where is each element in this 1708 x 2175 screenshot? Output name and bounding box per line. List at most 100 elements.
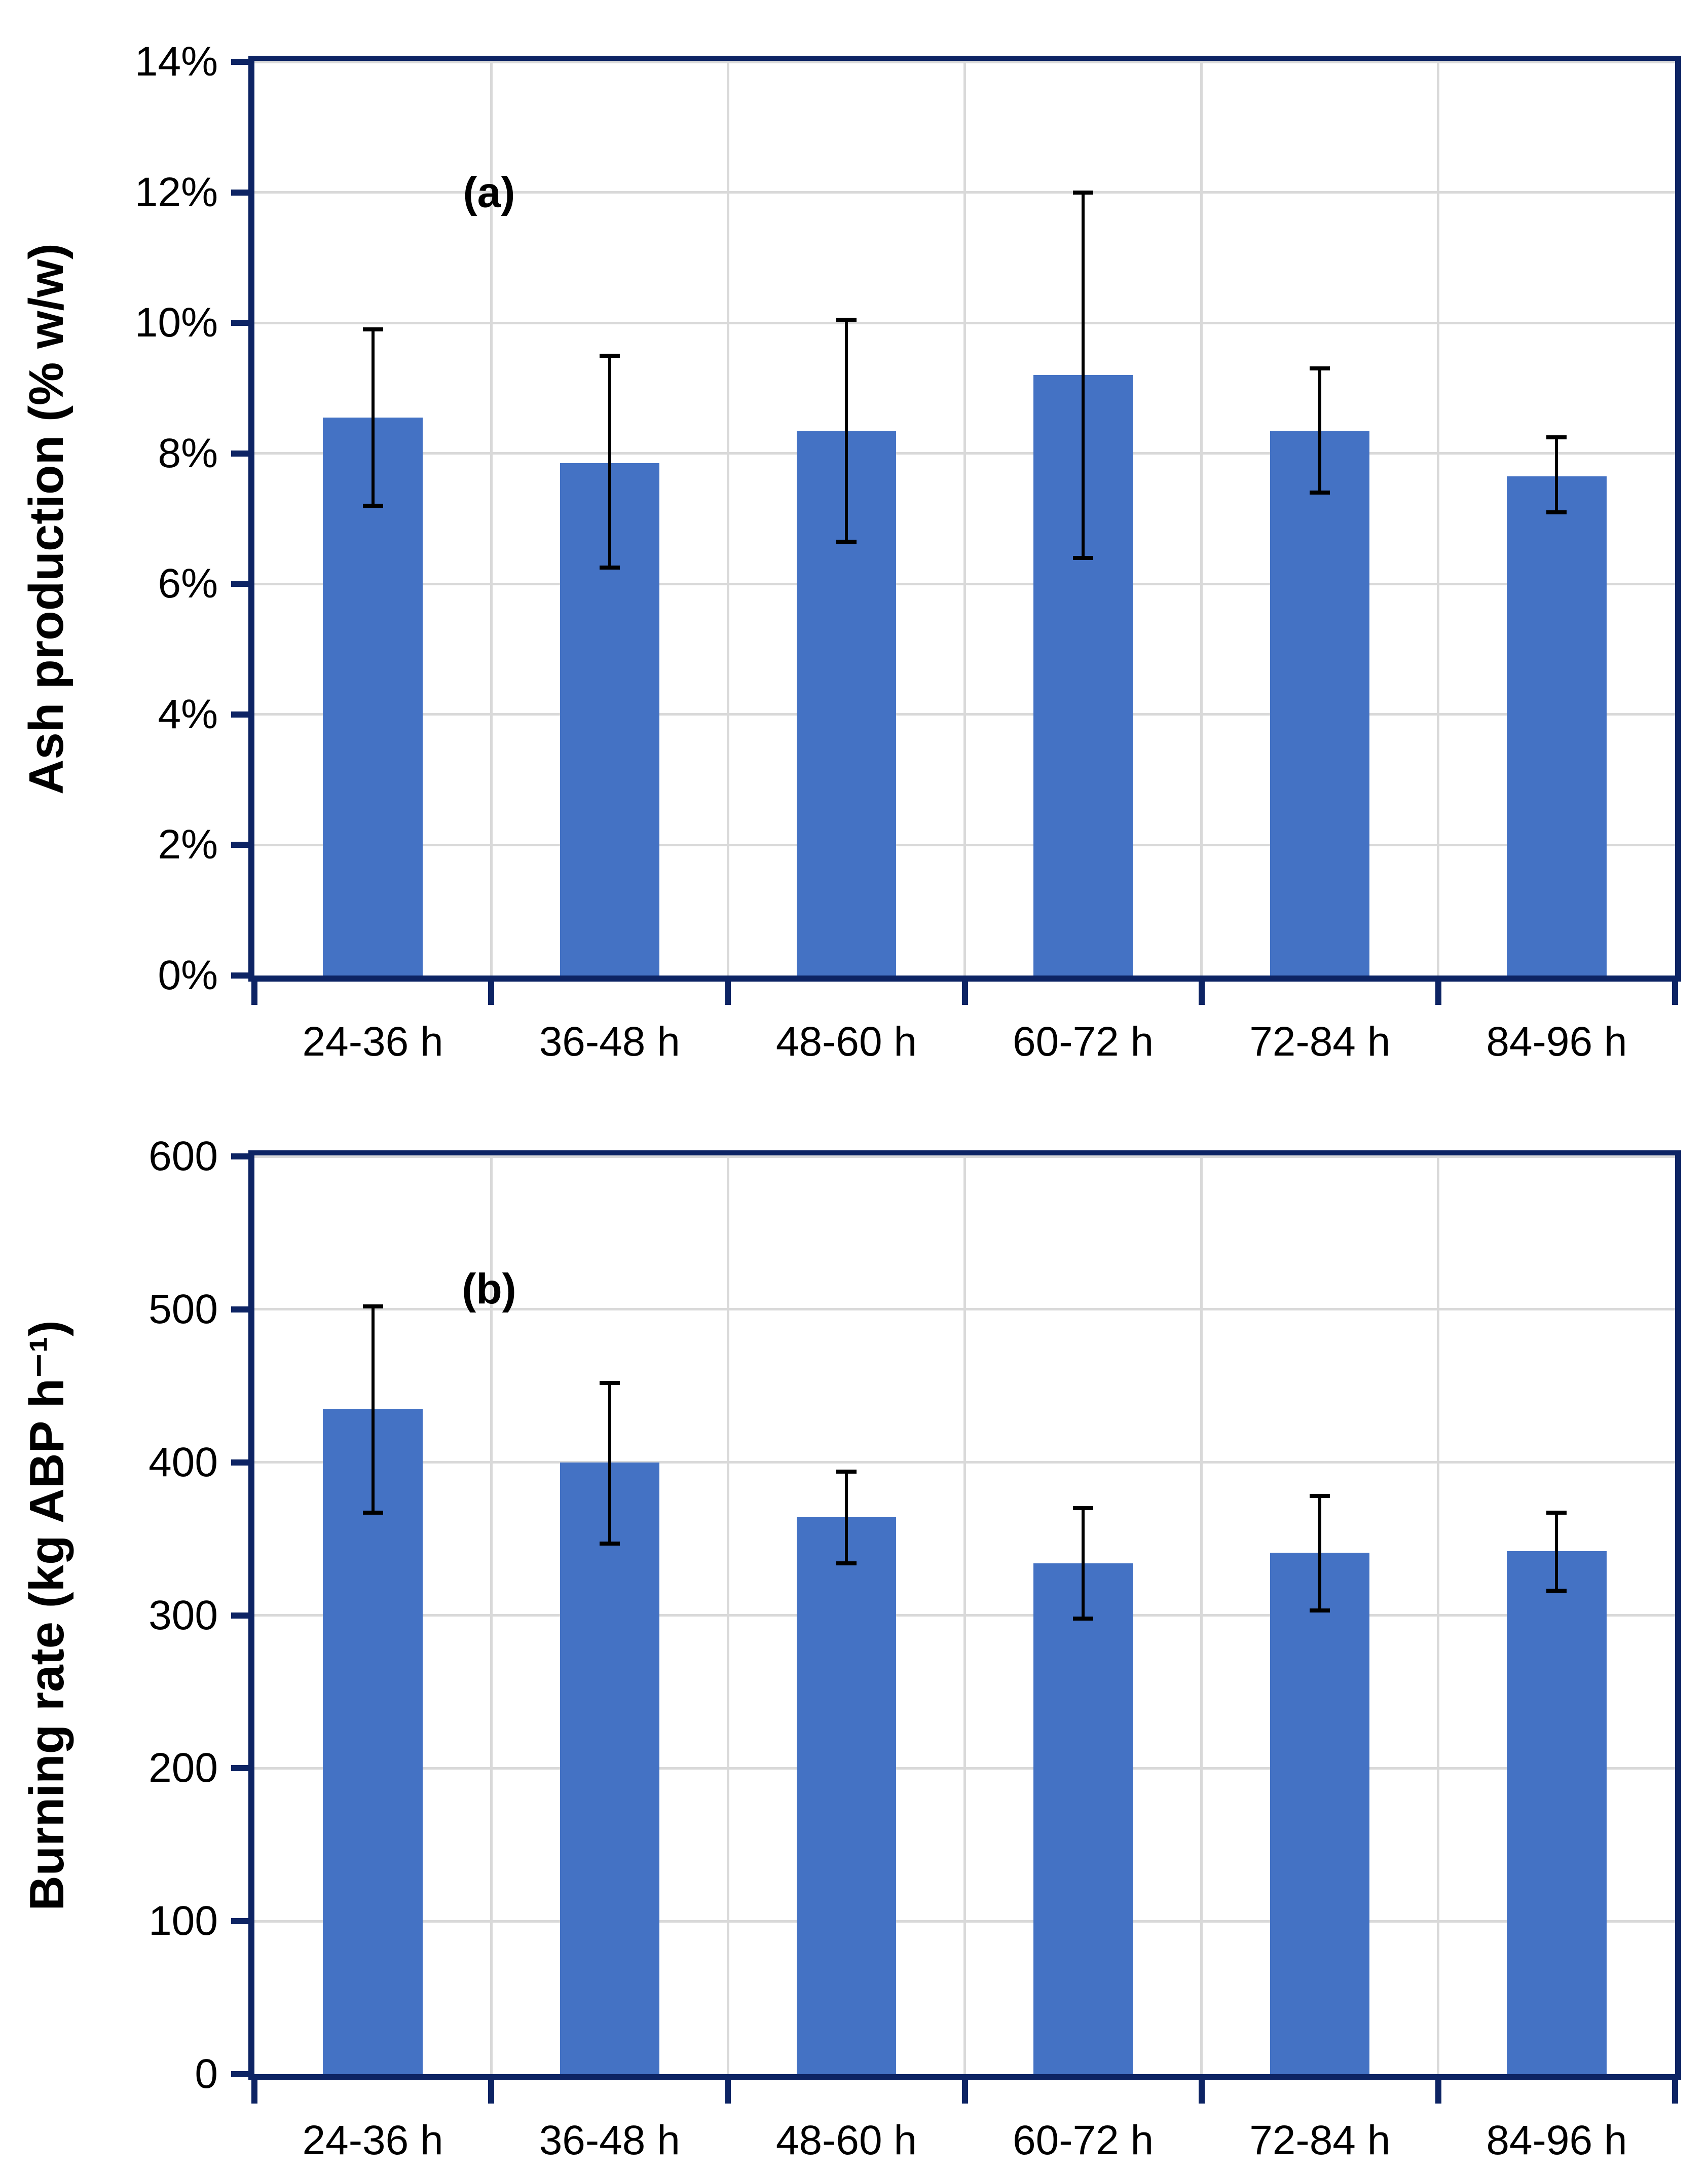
error-bar-line	[1555, 437, 1558, 512]
v-gridline	[726, 62, 729, 976]
y-tick-mark	[231, 189, 248, 196]
error-bar-cap	[599, 353, 620, 358]
error-bar-cap	[362, 327, 383, 332]
y-tick-label: 6%	[158, 560, 218, 607]
plot-area-a	[248, 56, 1681, 982]
x-tick-label: 36-48 h	[539, 1019, 680, 1065]
v-gridline	[1200, 62, 1203, 976]
v-gridline	[1437, 62, 1440, 976]
x-tick-mark	[725, 2080, 731, 2104]
x-tick-label: 60-72 h	[1013, 1019, 1154, 1065]
y-tick-mark	[231, 1918, 248, 1925]
y-tick-label: 200	[148, 1745, 218, 1791]
x-tick-mark	[251, 982, 257, 1005]
error-bar-cap	[1310, 1608, 1330, 1613]
y-tick-mark	[231, 1612, 248, 1619]
bar-36-48h	[560, 1462, 659, 2074]
error-bar-cap	[1546, 1589, 1567, 1593]
y-tick-label: 8%	[158, 430, 218, 476]
error-bar-cap	[1073, 1506, 1094, 1511]
v-gridline	[1437, 1156, 1440, 2074]
x-tick-label: 60-72 h	[1013, 2117, 1154, 2163]
error-bar-line	[844, 319, 848, 542]
v-gridline	[490, 62, 493, 976]
panel-label-b: (b)	[462, 1265, 516, 1313]
error-bar-cap	[836, 539, 857, 544]
bar-72-84h	[1270, 1552, 1370, 2074]
error-bar-line	[1318, 1496, 1322, 1611]
y-tick-label: 600	[148, 1133, 218, 1179]
x-tick-label: 72-84 h	[1249, 2117, 1391, 2163]
v-gridline	[726, 1156, 729, 2074]
y-tick-label: 12%	[134, 169, 218, 215]
y-tick-mark	[231, 711, 248, 718]
error-bar-cap	[599, 1541, 620, 1546]
y-tick-mark	[231, 1306, 248, 1312]
x-tick-label: 84-96 h	[1486, 2117, 1627, 2163]
x-tick-label: 72-84 h	[1249, 1019, 1391, 1065]
y-tick-mark	[231, 59, 248, 65]
error-bar-cap	[1310, 1494, 1330, 1498]
plot-area-b	[248, 1150, 1681, 2080]
error-bar-line	[371, 329, 375, 506]
x-tick-mark	[488, 2080, 495, 2104]
y-tick-label: 400	[148, 1439, 218, 1485]
x-tick-mark	[1672, 982, 1678, 1005]
error-bar-cap	[1073, 555, 1094, 560]
v-gridline	[490, 1156, 493, 2074]
error-bar-line	[371, 1306, 375, 1513]
error-bar-line	[1318, 368, 1322, 493]
error-bar-cap	[1546, 510, 1567, 514]
y-tick-mark	[231, 2071, 248, 2077]
y-tick-label: 500	[148, 1286, 218, 1332]
error-bar-cap	[362, 1511, 383, 1515]
v-gridline	[963, 1156, 966, 2074]
y-tick-mark	[231, 1459, 248, 1466]
error-bar-cap	[599, 566, 620, 570]
error-bar-cap	[362, 503, 383, 508]
error-bar-cap	[1073, 190, 1094, 195]
bar-48-60h	[796, 1517, 896, 2074]
y-tick-label: 14%	[134, 39, 218, 85]
bar-24-36h	[323, 417, 423, 976]
error-bar-line	[1082, 192, 1085, 558]
x-tick-label: 84-96 h	[1486, 1019, 1627, 1065]
error-bar-cap	[362, 1304, 383, 1308]
y-tick-label: 0%	[158, 952, 218, 998]
error-bar-cap	[836, 317, 857, 322]
bar-24-36h	[323, 1409, 423, 2074]
v-gridline	[1200, 1156, 1203, 2074]
error-bar-line	[1555, 1513, 1558, 1591]
error-bar-cap	[836, 1561, 857, 1565]
x-tick-mark	[1435, 2080, 1441, 2104]
x-tick-mark	[1672, 2080, 1678, 2104]
error-bar-cap	[1073, 1616, 1094, 1621]
y-tick-label: 10%	[134, 299, 218, 346]
bar-84-96h	[1507, 476, 1607, 976]
y-tick-mark	[231, 1153, 248, 1159]
x-tick-label: 48-60 h	[775, 2117, 917, 2163]
x-tick-mark	[488, 982, 495, 1005]
y-tick-mark	[231, 842, 248, 848]
y-tick-label: 0	[195, 2051, 218, 2097]
x-tick-mark	[725, 982, 731, 1005]
y-tick-mark	[231, 450, 248, 457]
y-tick-label: 2%	[158, 821, 218, 868]
x-tick-mark	[1198, 2080, 1205, 2104]
x-tick-label: 36-48 h	[539, 2117, 680, 2163]
error-bar-line	[608, 355, 611, 568]
x-tick-label: 24-36 h	[302, 2117, 443, 2163]
error-bar-cap	[1546, 435, 1567, 439]
y-tick-label: 100	[148, 1898, 218, 1944]
panel-label-a: (a)	[463, 168, 515, 216]
y-tick-mark	[231, 1765, 248, 1772]
x-tick-mark	[1435, 982, 1441, 1005]
x-tick-label: 48-60 h	[775, 1019, 917, 1065]
error-bar-line	[844, 1471, 848, 1563]
error-bar-line	[1082, 1508, 1085, 1619]
bar-72-84h	[1270, 430, 1370, 976]
bar-60-72h	[1033, 1563, 1133, 2074]
error-bar-cap	[1546, 1511, 1567, 1515]
x-tick-mark	[961, 2080, 968, 2104]
